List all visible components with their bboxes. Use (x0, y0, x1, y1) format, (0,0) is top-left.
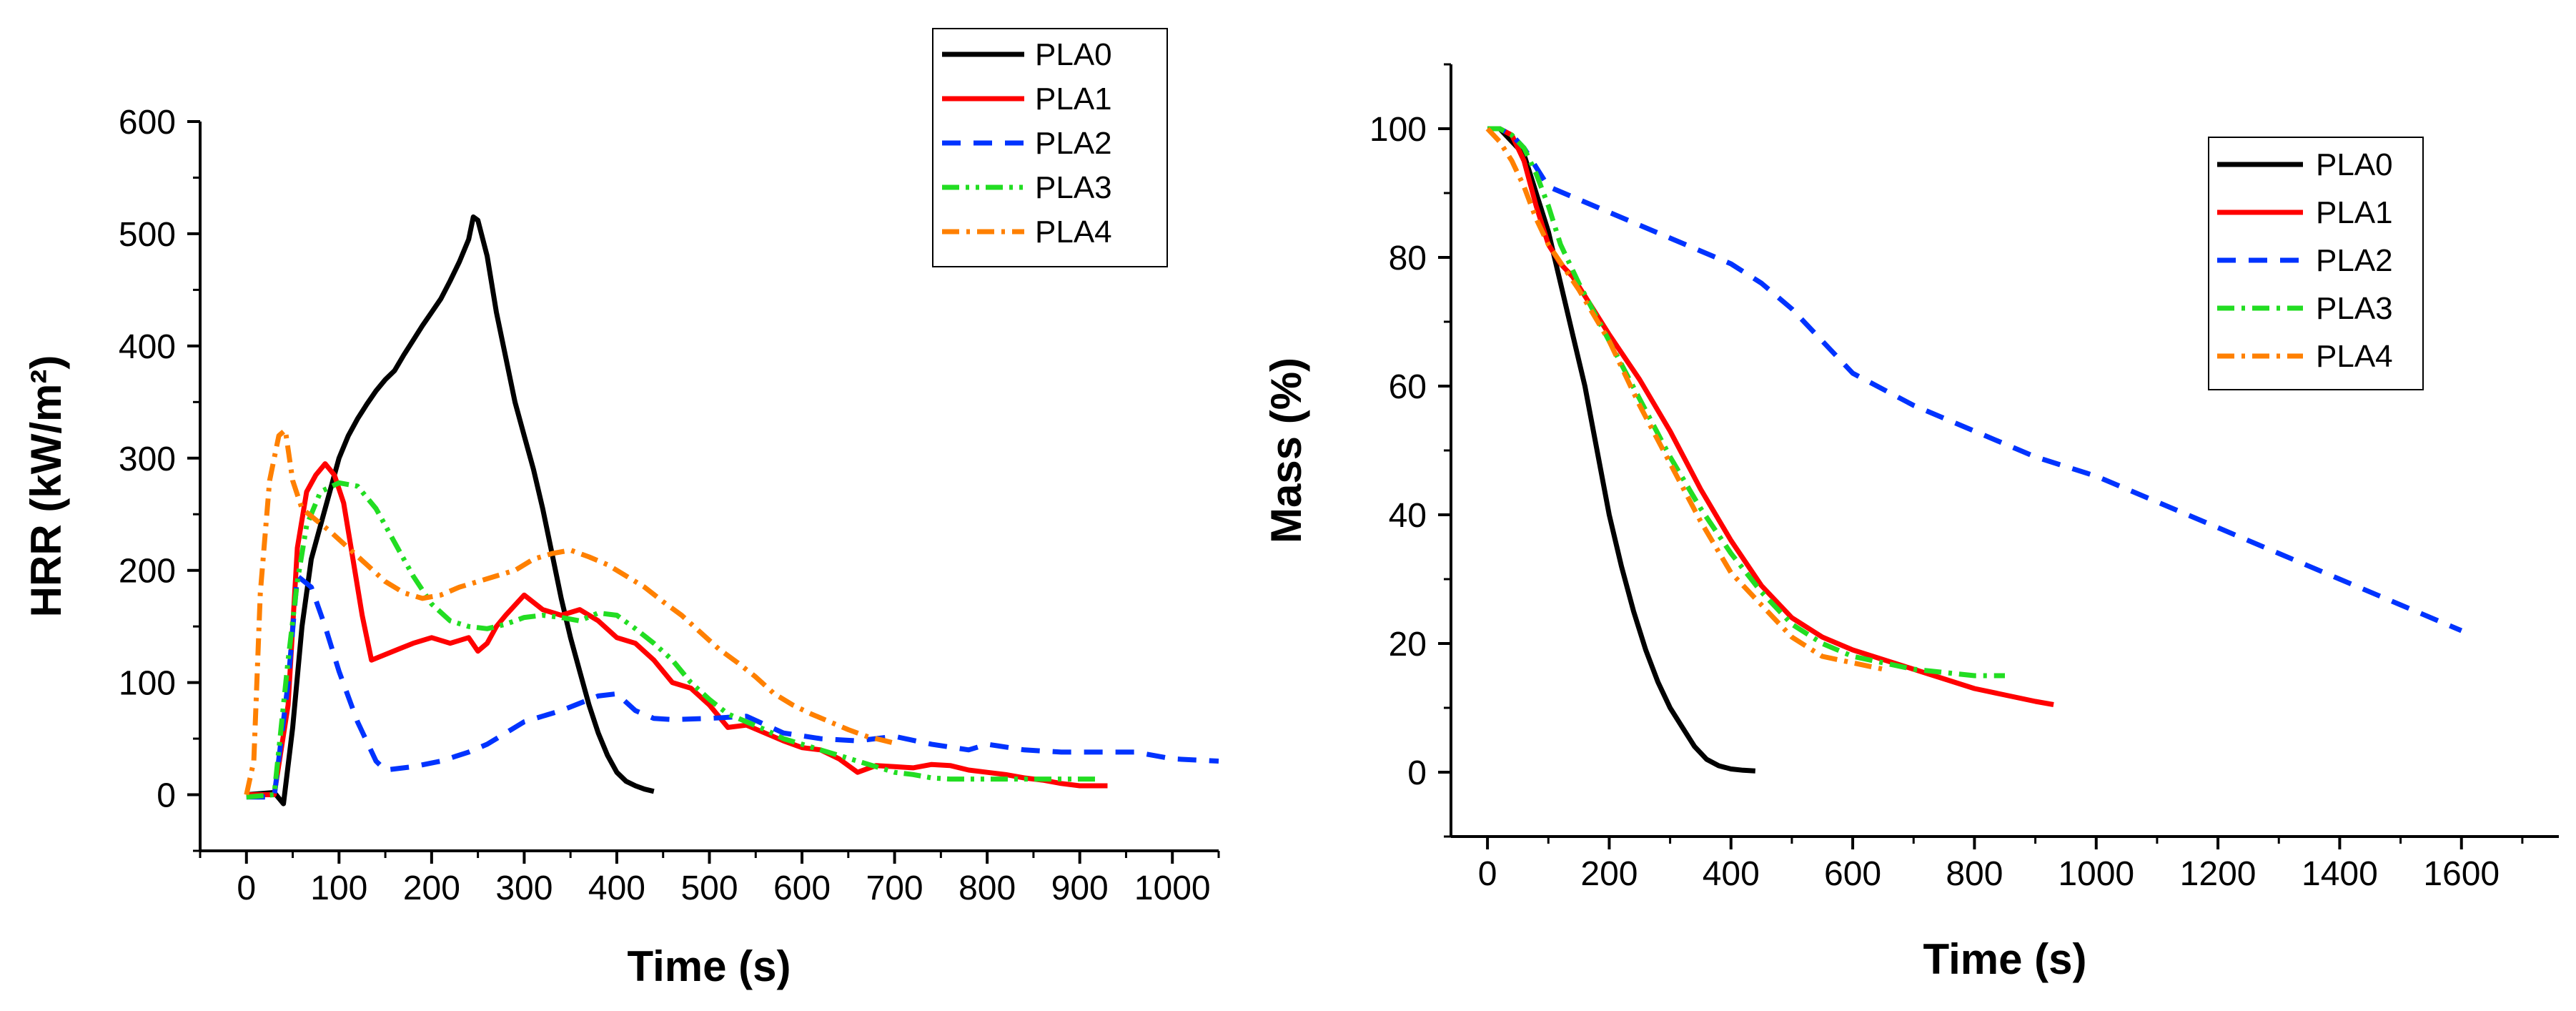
hrr-legend-item-pla3: PLA3 (942, 170, 1112, 205)
mass-series-pla3 (1487, 126, 2005, 679)
mass-series-pla1 (1487, 126, 2054, 707)
hrr-series-pla4 (244, 428, 896, 796)
hrr-y-tick-label: 0 (157, 777, 176, 815)
hrr-y-tick-label: 200 (119, 553, 176, 591)
hrr-x-tick-label: 300 (495, 869, 553, 907)
hrr-x-tick-label: 700 (866, 869, 923, 907)
mass-y-tick-label: 20 (1389, 626, 1427, 664)
hrr-legend-label-pla2: PLA2 (1035, 126, 1112, 161)
mass-legend-item-pla2: PLA2 (2217, 243, 2393, 278)
hrr-legend-item-pla4: PLA4 (942, 214, 1112, 250)
hrr-x-tick-label: 600 (773, 869, 831, 907)
hrr-y-tick-label: 600 (119, 104, 176, 142)
hrr-legend-item-pla1: PLA1 (942, 82, 1112, 117)
mass-x-tick-label: 1400 (2302, 855, 2378, 893)
mass-y-axis-title: Mass (%) (1262, 357, 1310, 543)
mass-legend-item-pla0: PLA0 (2217, 147, 2393, 182)
hrr-x-tick-label: 900 (1051, 869, 1109, 907)
mass-legend-box (2208, 137, 2424, 390)
mass-x-tick-label: 1200 (2180, 855, 2257, 893)
hrr-series-pla1 (246, 461, 1108, 797)
mass-legend-label-pla3: PLA3 (2316, 291, 2393, 326)
mass-legend-item-pla1: PLA1 (2217, 195, 2393, 230)
hrr-x-tick-label: 500 (680, 869, 738, 907)
hrr-legend-label-pla0: PLA0 (1035, 37, 1112, 72)
mass-series (1485, 126, 2463, 774)
hrr-y-tick-label: 400 (119, 328, 176, 366)
hrr-legend-item-pla2: PLA2 (942, 126, 1112, 161)
hrr-series (244, 214, 1219, 807)
mass-legend-item-pla4: PLA4 (2217, 339, 2393, 374)
mass-y-tick-label: 80 (1389, 240, 1427, 277)
mass-chart: 0 200 400 600 800 1000 1200 1400 1600 0 20 40 60 80 10… (1262, 63, 2559, 983)
hrr-legend-label-pla3: PLA3 (1035, 170, 1112, 205)
mass-y-tick-label: 0 (1407, 754, 1427, 792)
hrr-x-tick-label: 200 (403, 869, 460, 907)
mass-x-tick-label: 400 (1703, 855, 1760, 893)
mass-series-pla4 (1485, 127, 1884, 672)
hrr-series-pla2 (246, 573, 1219, 800)
hrr-legend-label-pla1: PLA1 (1035, 82, 1112, 117)
hrr-x-tick-label: 100 (310, 869, 367, 907)
hrr-x-tick-label: 400 (588, 869, 645, 907)
mass-x-axis-title: Time (s) (1923, 935, 2087, 983)
hrr-series-pla0 (246, 214, 655, 807)
mass-legend-item-pla3: PLA3 (2217, 291, 2393, 326)
mass-x-tick-label: 800 (1946, 855, 2003, 893)
mass-legend-label-pla2: PLA2 (2316, 243, 2393, 278)
mass-x-tick-label: 1000 (2058, 855, 2134, 893)
hrr-chart: 0 100 200 300 400 500 600 700 800 900 1000 0 100 200 3… (22, 28, 1220, 990)
hrr-series-pla3 (246, 480, 1099, 800)
mass-series-pla2 (1487, 126, 2463, 633)
hrr-y-tick-label: 300 (119, 440, 176, 478)
mass-series-pla0 (1487, 126, 1755, 774)
mass-y-tick-label: 60 (1389, 368, 1427, 406)
hrr-y-tick-label: 500 (119, 216, 176, 254)
mass-y-tick-label: 40 (1389, 497, 1427, 535)
hrr-legend: PLA0 PLA1 PLA2 PLA3 PLA4 (932, 28, 1168, 267)
hrr-x-tick-label: 800 (958, 869, 1016, 907)
mass-x-tick-label: 200 (1580, 855, 1638, 893)
mass-y-tick-label: 100 (1369, 111, 1427, 149)
mass-legend: PLA0 PLA1 PLA2 PLA3 PLA4 (2208, 137, 2424, 390)
hrr-legend-label-pla4: PLA4 (1035, 214, 1112, 250)
mass-legend-label-pla0: PLA0 (2316, 147, 2393, 182)
mass-x-tick-label: 600 (1824, 855, 1881, 893)
mass-legend-label-pla4: PLA4 (2316, 339, 2393, 374)
mass-x-tick-label: 1600 (2423, 855, 2500, 893)
hrr-legend-box (932, 28, 1168, 267)
hrr-legend-item-pla0: PLA0 (942, 37, 1112, 72)
hrr-x-tick-label: 0 (237, 869, 256, 907)
mass-legend-label-pla1: PLA1 (2316, 195, 2393, 230)
hrr-y-tick-label: 100 (119, 665, 176, 703)
hrr-x-axis-title: Time (s) (628, 942, 791, 990)
hrr-x-tick-label: 1000 (1134, 869, 1211, 907)
mass-ticks: 0 200 400 600 800 1000 1200 1400 1600 0 20 40 60 80 10… (1369, 63, 2524, 893)
hrr-y-axis-title: HRR (kW/m²) (22, 355, 70, 618)
hrr-ticks: 0 100 200 300 400 500 600 700 800 900 1000 0 100 200 3… (119, 104, 1220, 907)
mass-x-tick-label: 0 (1478, 855, 1497, 893)
